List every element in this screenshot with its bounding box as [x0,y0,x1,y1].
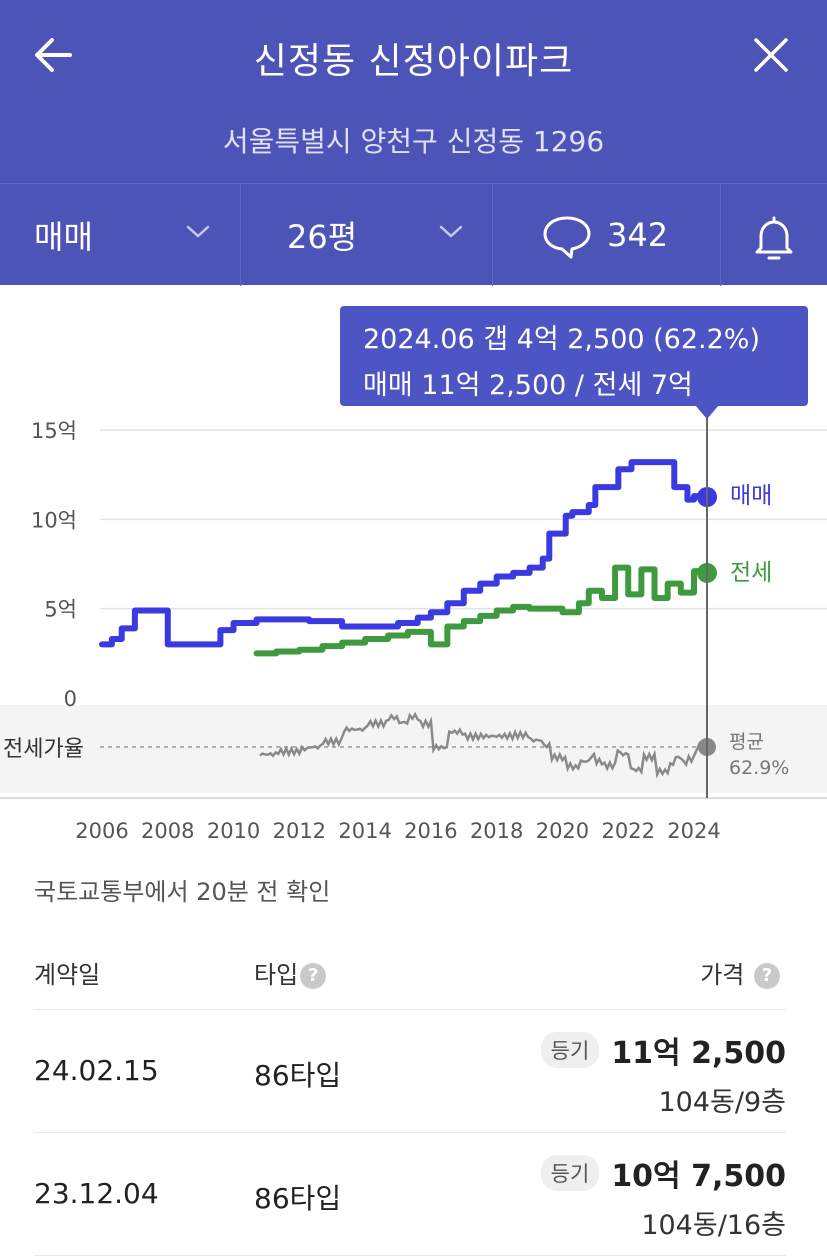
header-type: 타입? [254,955,327,990]
x-tick-label: 2010 [207,819,260,843]
series-label-jeonse: 전세 [730,560,772,586]
table-row[interactable]: 23.12.04 86타입 등기 10억 7,500 104동/16층 [34,1133,786,1256]
unit-floor: 104동/9층 [658,1087,787,1118]
price-line: 등기 10억 7,500 [540,1151,786,1195]
help-icon[interactable]: ? [754,963,780,989]
ratio-label: 전세가율 [3,737,84,762]
bell-icon [755,216,793,260]
unit-type: 86타입 [254,1182,342,1215]
registered-badge: 등기 [540,1155,600,1191]
x-tick-label: 2024 [667,819,720,843]
deal-type-dropdown[interactable]: 매매 [0,184,241,286]
ratio-avg-label: 평균 [729,731,764,753]
contract-date: 23.12.04 [34,1177,159,1210]
address: 서울특별시 양천구 신정동 1296 [222,125,605,158]
page-title: 신정동 신정아이파크 [253,41,574,82]
back-button[interactable] [30,30,80,80]
deal-type-label: 매매 [34,218,93,256]
size-label: 26평 [287,218,358,256]
price-value: 10억 7,500 [611,1159,786,1194]
x-tick-label: 2018 [470,819,523,843]
header-date: 계약일 [34,961,101,989]
comments-button[interactable]: 342 [493,184,721,286]
price-chart[interactable]: 15억 10억 5억 0 2006 2008 2010 2012 2014 2016 2018 202… [0,285,827,850]
size-dropdown[interactable]: 26평 [241,184,493,286]
header: 신정동 신정아이파크 서울특별시 양천구 신정동 1296 매매 26평 342 [0,0,827,286]
y-tick-label: 15억 [31,419,77,443]
x-tick-label: 2014 [338,819,391,843]
header-price: 가격 ? [700,955,780,990]
y-tick-label: 10억 [31,508,77,532]
series-label-sale: 매매 [730,483,772,509]
header-type-label: 타입 [254,961,299,989]
close-button[interactable] [748,30,794,80]
contract-date: 24.02.15 [34,1054,159,1087]
unit-type: 86타입 [254,1059,342,1092]
ratio-line [259,711,709,779]
tooltip-tail [695,405,719,419]
speech-bubble-icon [543,216,591,259]
header-price-label: 가격 [700,961,745,989]
price-line: 등기 11억 2,500 [540,1028,786,1072]
tooltip-line-1: 2024.06 갭 4억 2,500 (62.2%) [363,324,760,355]
x-tick-label: 2008 [141,819,194,843]
sale-price-line [99,459,711,648]
tooltip-line-2: 매매 11억 2,500 / 전세 7억 [363,370,693,401]
x-tick-label: 2022 [601,819,654,843]
close-icon [754,38,788,72]
help-icon[interactable]: ? [300,963,327,989]
unit-floor: 104동/16층 [641,1210,786,1241]
ratio-band [0,705,827,793]
ratio-avg-value: 62.9% [729,757,789,779]
x-tick-label: 2012 [273,819,326,843]
transactions-table-header: 계약일 타입? 가격 ? [34,955,786,1010]
x-tick-label: 2016 [404,819,457,843]
y-tick-label: 0 [64,687,77,711]
price-chart-svg: 15억 10억 5억 0 2006 2008 2010 2012 2014 2016 2018 202… [0,410,827,843]
price-value: 11억 2,500 [611,1036,786,1071]
chart-tooltip: 2024.06 갭 4억 2,500 (62.2%) 매매 11억 2,500 … [340,306,808,406]
registered-badge: 등기 [540,1032,600,1068]
x-tick-label: 2006 [75,819,128,843]
comment-count: 342 [607,216,669,254]
y-tick-label: 5억 [44,598,77,622]
chevron-down-icon [186,225,210,238]
jeonse-price-line [253,564,711,657]
arrow-left-icon [35,38,72,72]
x-tick-label: 2020 [536,819,589,843]
filter-bar: 매매 26평 342 [0,183,827,286]
table-row[interactable]: 24.02.15 86타입 등기 11억 2,500 104동/9층 [34,1010,786,1133]
alert-button[interactable] [721,184,827,286]
data-source-note: 국토교통부에서 20분 전 확인 [34,878,331,906]
chevron-down-icon [439,225,463,238]
